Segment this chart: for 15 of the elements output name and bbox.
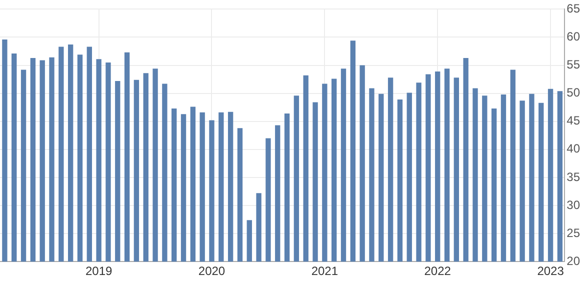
y-tick-label: 45 [566,114,580,128]
x-tick-label: 2020 [198,264,226,278]
y-tick-label: 55 [566,58,580,72]
x-tick-label: 2022 [424,264,452,278]
y-tick-label: 20 [566,254,580,268]
y-tick-label: 30 [566,198,580,212]
y-tick-label: 60 [566,30,580,44]
y-tick-label: 50 [566,86,580,100]
y-tick-label: 35 [566,170,580,184]
x-tick-label: 2021 [311,264,338,278]
x-tick-label: 2019 [85,264,112,278]
y-tick-label: 65 [566,2,580,16]
y-tick-label: 25 [566,226,580,240]
x-tick-label: 2023 [537,264,564,278]
y-tick-label: 40 [566,142,580,156]
